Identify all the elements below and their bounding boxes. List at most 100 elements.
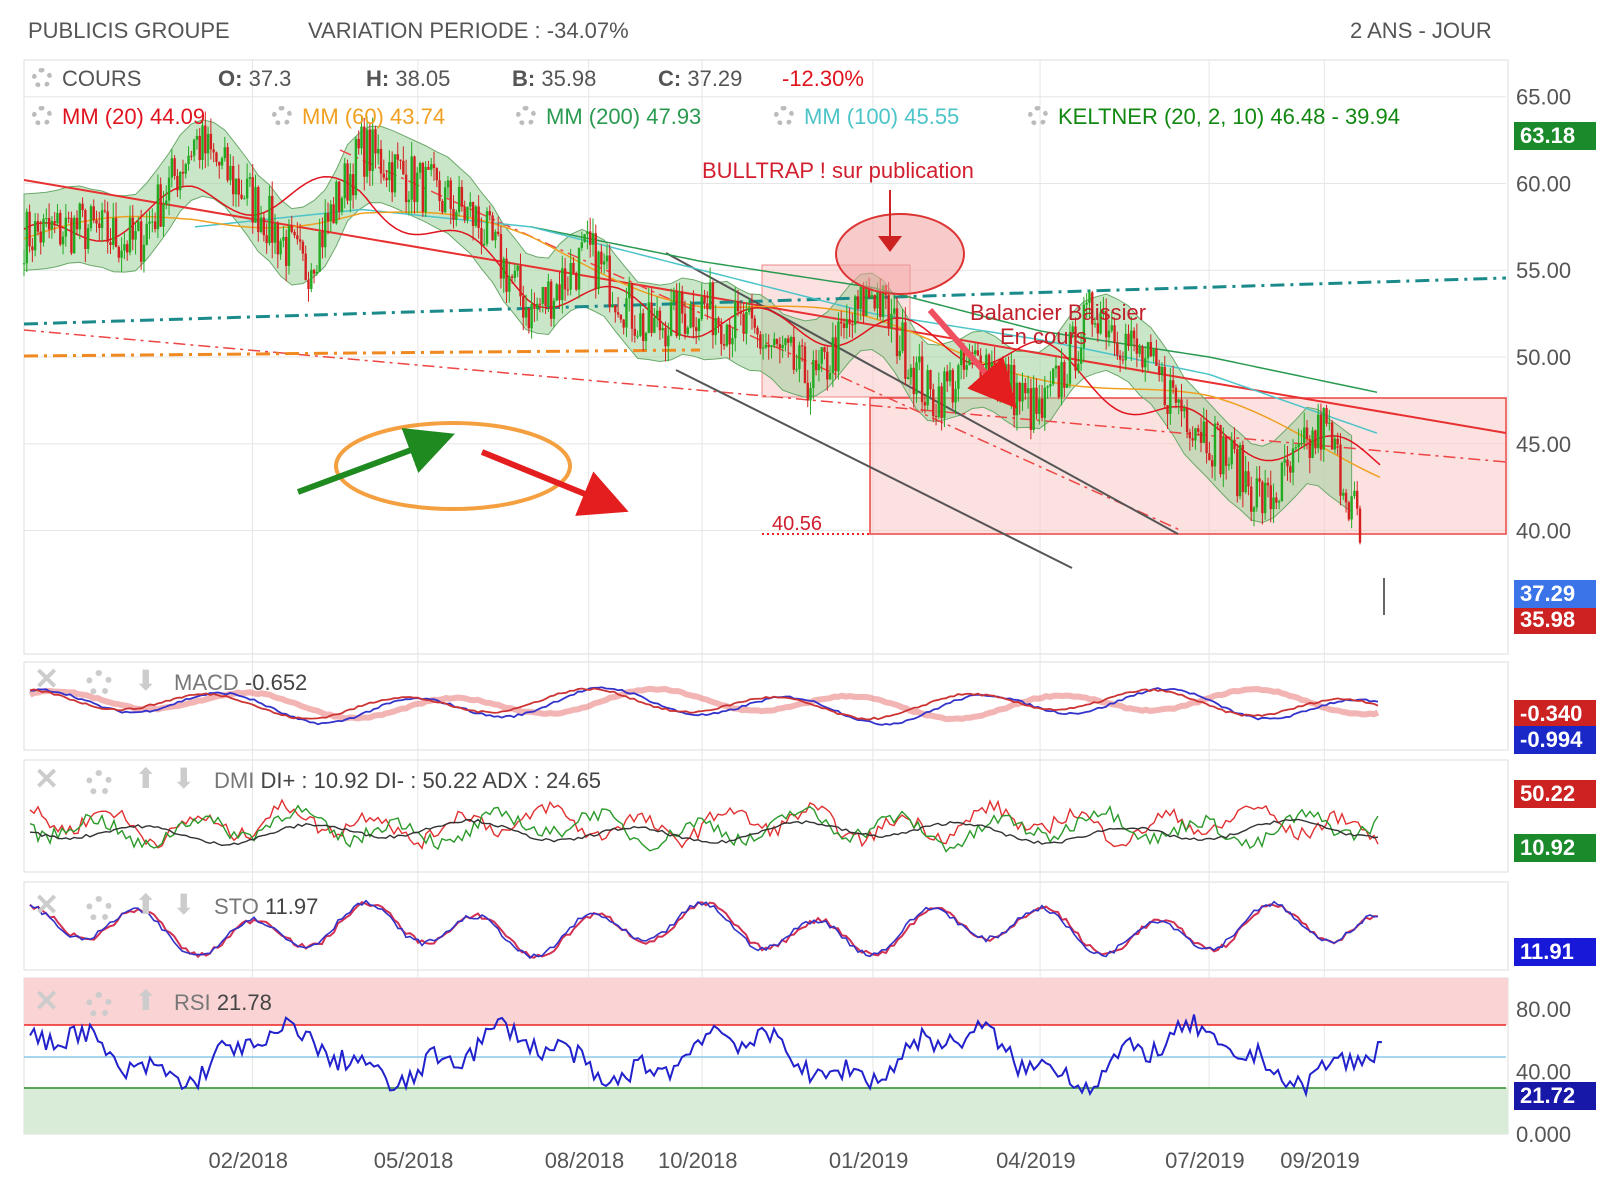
- candle-body: [717, 318, 720, 326]
- candle-body: [722, 344, 726, 346]
- candle-body: [946, 371, 949, 382]
- candle-body: [1356, 490, 1359, 509]
- candle-body: [377, 148, 380, 154]
- gear-icon[interactable]: [1028, 106, 1048, 126]
- sto-k-line: [29, 899, 1379, 960]
- candle-body: [273, 223, 277, 243]
- candle-body: [1185, 408, 1189, 433]
- gear-icon[interactable]: [774, 106, 794, 126]
- candle-body: [644, 332, 648, 342]
- candle-body: [271, 195, 274, 243]
- arrow-up-icon[interactable]: ⬆: [134, 763, 158, 794]
- candle-body: [1247, 471, 1250, 487]
- arrow-down-icon[interactable]: ⬇: [172, 889, 196, 920]
- candle-body: [374, 129, 377, 154]
- candle-body: [608, 255, 611, 308]
- candle-body: [78, 203, 81, 230]
- gear-icon[interactable]: [86, 896, 112, 922]
- dmi-panel: [23, 759, 1509, 873]
- candle-body: [1194, 428, 1197, 441]
- candle-body: [1121, 359, 1125, 361]
- arrow-up-icon[interactable]: ⬆: [134, 889, 158, 920]
- candle-body: [282, 236, 285, 241]
- candle-body: [159, 184, 162, 227]
- grid: [24, 60, 1506, 1134]
- candle-body: [692, 304, 695, 328]
- candle-body: [1255, 478, 1259, 508]
- y-tick-label: 45.00: [1516, 432, 1571, 457]
- candle-body: [1272, 497, 1275, 510]
- close-icon[interactable]: ✕: [34, 985, 60, 1018]
- period-selector[interactable]: 2 ANS - JOUR: [1350, 18, 1492, 43]
- candle-body: [106, 211, 109, 243]
- rsi-oversold-zone: [24, 1088, 1508, 1134]
- candle-body: [1208, 453, 1211, 461]
- cours-legend[interactable]: COURS: [32, 66, 141, 92]
- mm100-legend[interactable]: MM (100) 45.55: [774, 104, 959, 130]
- gear-icon[interactable]: [86, 670, 112, 696]
- di-plus-tag: 10.92: [1514, 834, 1596, 862]
- candle-body: [287, 226, 291, 266]
- arrow-up-icon[interactable]: ⬆: [134, 985, 158, 1016]
- macd-lines: [28, 685, 1380, 726]
- mm200-legend[interactable]: MM (200) 47.93: [516, 104, 701, 130]
- candle-body: [538, 303, 542, 305]
- candle-body: [689, 304, 692, 328]
- candle-body: [544, 287, 547, 307]
- candle-body: [1169, 380, 1172, 414]
- candle-body: [404, 174, 408, 203]
- candle-body: [262, 217, 266, 236]
- candle-body: [1177, 399, 1180, 403]
- keltner-legend[interactable]: KELTNER (20, 2, 10) 46.48 - 39.94: [1028, 104, 1400, 130]
- candle-body: [522, 296, 525, 318]
- candle-body: [134, 230, 137, 240]
- mm20-legend[interactable]: MM (20) 44.09: [32, 104, 205, 130]
- candle-body: [184, 164, 187, 174]
- candle-body: [954, 388, 957, 403]
- instrument-title: PUBLICIS GROUPE: [28, 18, 230, 43]
- gear-icon[interactable]: [32, 68, 52, 88]
- candle-body: [1238, 445, 1242, 497]
- gear-icon[interactable]: [516, 106, 536, 126]
- mm60-legend[interactable]: MM (60) 43.74: [272, 104, 445, 130]
- close-icon[interactable]: ✕: [34, 763, 60, 796]
- candle-body: [792, 337, 796, 370]
- support-level-label: 40.56: [772, 513, 822, 535]
- candle-body: [1071, 326, 1074, 333]
- candle-body: [856, 296, 860, 309]
- close-icon[interactable]: ✕: [34, 663, 60, 696]
- candle-body: [139, 221, 143, 262]
- candle-body: [1314, 430, 1317, 449]
- candle-body: [628, 283, 631, 299]
- candle-body: [131, 217, 134, 240]
- candle-body: [773, 338, 776, 346]
- candle-body: [47, 218, 51, 230]
- candle-body: [614, 305, 617, 313]
- candle-body: [1277, 501, 1281, 503]
- candle-body: [561, 268, 564, 301]
- gear-icon[interactable]: [32, 106, 52, 126]
- candle-body: [1157, 365, 1161, 375]
- candle-body: [33, 221, 37, 251]
- gear-icon[interactable]: [272, 106, 292, 126]
- candle-body: [254, 187, 257, 223]
- candle-body: [418, 163, 422, 173]
- gear-icon[interactable]: [86, 770, 112, 796]
- candle-body: [890, 313, 893, 328]
- arrow-down-icon[interactable]: ⬇: [172, 763, 196, 794]
- candle-body: [365, 129, 369, 177]
- candle-body: [1138, 346, 1141, 354]
- gear-icon[interactable]: [86, 992, 112, 1018]
- candle-body: [28, 211, 31, 247]
- candle-body: [298, 239, 302, 242]
- candle-body: [218, 161, 221, 166]
- candle-body: [1216, 423, 1219, 425]
- arrow-down-icon[interactable]: ⬇: [134, 665, 158, 696]
- close-icon[interactable]: ✕: [34, 889, 60, 922]
- axis-labels: 65.00 60.00 55.00 50.00 45.00 40.00 02/2018 05/…: [208, 85, 1571, 1173]
- ma200-line: [530, 226, 1378, 394]
- candle-body: [284, 236, 288, 266]
- candle-body: [335, 181, 338, 224]
- candle-body: [881, 285, 885, 317]
